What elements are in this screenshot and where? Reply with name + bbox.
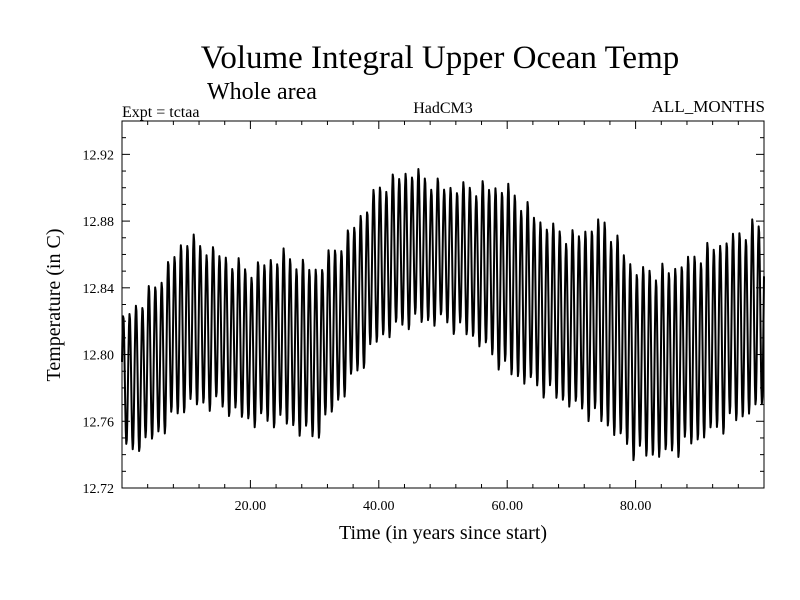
- chart-title: Volume Integral Upper Ocean Temp: [201, 40, 679, 76]
- x-tick-label: 80.00: [620, 499, 652, 514]
- y-tick-label: 12.80: [83, 349, 115, 364]
- annotation-center: HadCM3: [413, 100, 473, 117]
- annotation-right: ALL_MONTHS: [652, 97, 765, 116]
- y-tick-label: 12.84: [83, 282, 115, 297]
- y-tick-label: 12.72: [83, 482, 115, 497]
- series-line: [121, 168, 765, 462]
- tick-layer: [121, 120, 765, 489]
- x-tick-label: 20.00: [235, 499, 267, 514]
- chart-subtitle: Whole area: [207, 79, 317, 105]
- plot-area: [121, 120, 765, 489]
- y-tick-label: 12.76: [83, 415, 115, 430]
- x-axis-label: Time (in years since start): [339, 522, 547, 544]
- y-axis-label: Temperature (in C): [43, 229, 65, 382]
- x-tick-label: 40.00: [363, 499, 395, 514]
- x-tick-labels: 20.00 40.00 60.00 80.00: [235, 499, 652, 514]
- y-tick-label: 12.88: [83, 215, 115, 230]
- series-layer: [121, 168, 765, 462]
- y-tick-label: 12.92: [83, 148, 115, 163]
- x-tick-label: 60.00: [491, 499, 523, 514]
- y-tick-labels: 12.72 12.76 12.80 12.84 12.88 12.92: [83, 148, 115, 497]
- annotation-left: Expt = tctaa: [122, 104, 199, 121]
